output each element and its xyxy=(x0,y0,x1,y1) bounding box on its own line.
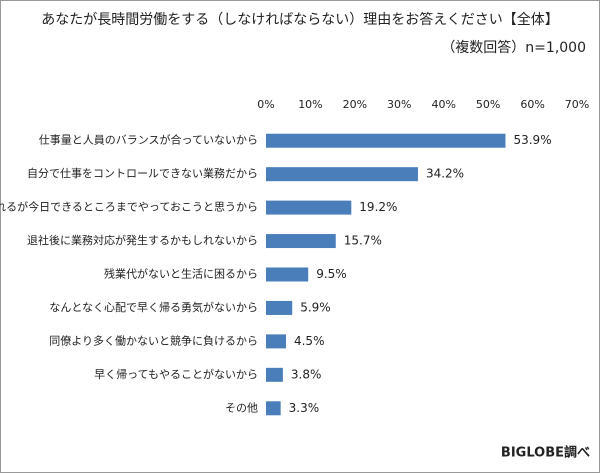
chart-title: あなたが長時間労働をする（しなければならない）理由をお答えください【全体】 xyxy=(41,11,559,28)
bar xyxy=(266,133,506,148)
y-tick-label: 退社後に業務対応が発生するかもしれないから xyxy=(27,233,258,247)
x-tick-label: 40% xyxy=(431,98,455,111)
x-tick-label: 0% xyxy=(257,98,274,111)
x-tick-label: 70% xyxy=(565,98,589,111)
value-label: 5.9% xyxy=(300,300,331,314)
y-tick-label: なんとなく心配で早く帰る勇気がないから xyxy=(49,300,258,314)
value-label: 53.9% xyxy=(513,133,551,147)
value-label: 3.8% xyxy=(291,367,322,381)
bar xyxy=(266,334,286,349)
bar xyxy=(266,367,283,382)
x-tick-label: 20% xyxy=(343,98,367,111)
y-tick-label: 帰れるが今日できるところまでやっておこうと思うから xyxy=(0,200,258,214)
x-tick-label: 10% xyxy=(298,98,322,111)
bar xyxy=(266,167,418,182)
bar xyxy=(266,234,336,249)
value-label: 4.5% xyxy=(294,334,325,348)
source: BIGLOBE調べ xyxy=(501,445,590,461)
value-label: 19.2% xyxy=(359,200,397,214)
x-tick-label: 50% xyxy=(476,98,500,111)
chart-subtitle: （複数回答）n=1,000 xyxy=(441,39,586,56)
value-label: 15.7% xyxy=(344,234,382,248)
y-tick-label: 仕事量と人員のバランスが合っていないから xyxy=(39,133,258,147)
y-tick-label: 残業代がないと生活に困るから xyxy=(104,267,258,281)
bar xyxy=(266,267,309,282)
y-tick-label: その他 xyxy=(225,401,258,414)
value-label: 9.5% xyxy=(316,267,347,281)
value-label: 34.2% xyxy=(426,167,464,181)
value-label: 3.3% xyxy=(289,401,320,415)
x-tick-label: 30% xyxy=(387,98,411,111)
bar xyxy=(266,200,352,215)
y-tick-label: 自分で仕事をコントロールできない業務だから xyxy=(27,166,258,180)
y-tick-label: 早く帰ってもやることがないから xyxy=(94,367,258,381)
y-tick-label: 同僚より多く働かないと競争に負けるから xyxy=(49,333,258,347)
bar xyxy=(266,300,293,315)
x-tick-label: 60% xyxy=(520,98,544,111)
bar xyxy=(266,401,281,416)
